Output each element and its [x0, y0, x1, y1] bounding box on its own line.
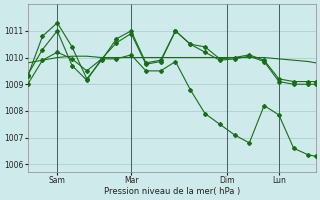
X-axis label: Pression niveau de la mer( hPa ): Pression niveau de la mer( hPa )	[104, 187, 240, 196]
